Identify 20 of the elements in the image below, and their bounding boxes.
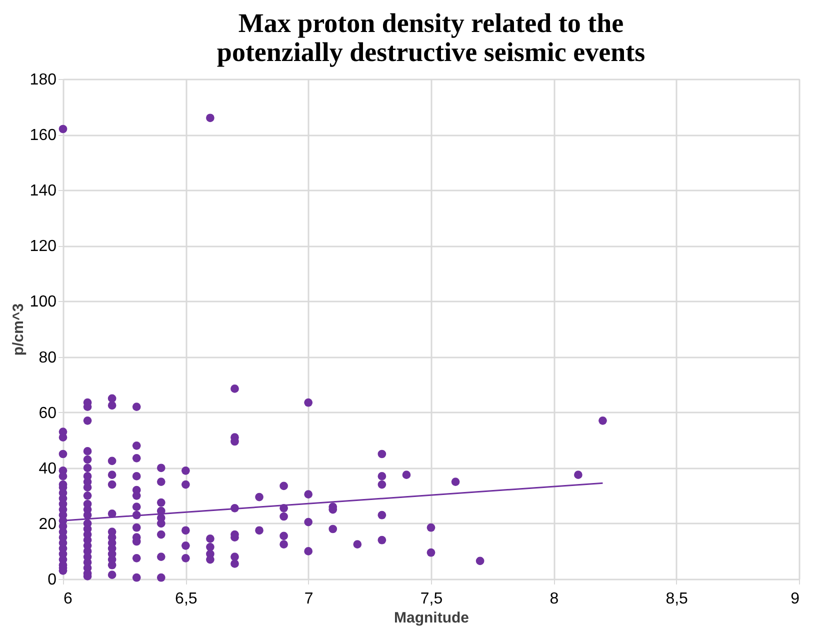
y-tick-label: 160 [30,127,57,144]
y-tick-label: 100 [30,294,57,311]
y-axis-title: p/cm^3 [10,303,27,356]
y-tick-label: 40 [38,460,57,478]
x-tick-label: 8 [550,590,559,608]
x-tick-label: 6 [64,590,72,608]
x-tick-label: 7,5 [420,590,443,608]
x-axis-title: Magnitude [394,610,469,626]
x-tick-label: 9 [790,590,800,608]
y-tick-label: 80 [38,349,57,366]
chart-title: Max proton density related to the potenzially destructive seismic events [216,8,646,67]
y-tick-label: 120 [30,238,57,256]
y-tick-label: 0 [48,572,57,588]
x-tick-label: 8,5 [666,590,688,608]
x-tick-label: 7 [304,590,314,608]
y-tick-label: 180 [30,72,57,88]
y-tick-label: 60 [38,404,57,422]
y-tick-label: 20 [38,516,57,533]
y-tick-label: 140 [30,182,57,200]
x-tick-label: 6,5 [175,590,198,608]
